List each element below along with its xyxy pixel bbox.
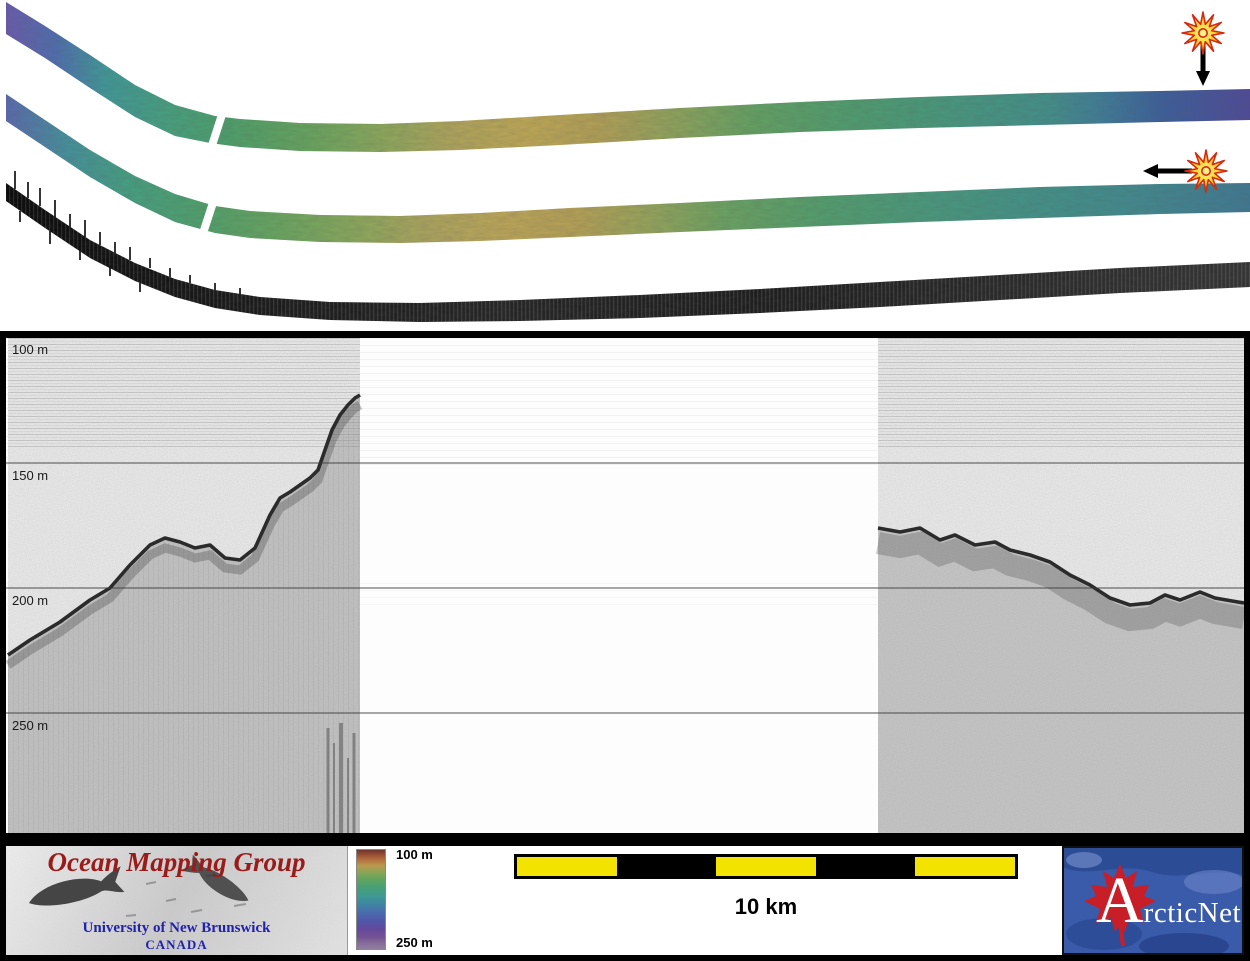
scale-bar-segment: [716, 857, 816, 876]
arcticnet-wordmark: ArcticNet: [1096, 868, 1241, 934]
whale-icon: [28, 866, 125, 906]
scale-bar-label: 10 km: [734, 894, 798, 919]
sidescan-edge-spikes: [14, 171, 241, 294]
sun-marker-down: [1181, 11, 1225, 86]
acoustic-smear: [326, 723, 356, 833]
down-arrow-icon: [1196, 45, 1210, 86]
subbottom-profile-panel: 100 m 150 m 200 m 250 m: [0, 331, 1250, 840]
whale-icon: [180, 854, 249, 902]
colorbar-top-label: 100 m: [396, 847, 433, 862]
seafloor-echo-left: [6, 401, 363, 669]
omg-country-label: CANADA: [145, 937, 208, 952]
swath-gap-1: [205, 105, 229, 155]
arcticnet-logo: ArcticNet: [1062, 846, 1244, 955]
left-arrow-icon: [1143, 164, 1192, 178]
arctic-map-shape: [1066, 852, 1102, 868]
seafloor-echo-right: [876, 531, 1244, 632]
depth-colorbar-group: 100 m 250 m: [354, 846, 464, 955]
seafloor-trace-right: [877, 526, 1244, 607]
scale-bar-segment: [815, 857, 916, 876]
omg-title: Ocean Mapping Group: [47, 847, 306, 877]
sun-marker-left: [1143, 149, 1228, 193]
profile-canvas: [6, 338, 1244, 833]
scale-bar-segment: [915, 857, 1015, 876]
arctic-map-shape: [1184, 870, 1242, 894]
scale-bar-segment: [517, 857, 617, 876]
swath-mosaic-panel: [0, 0, 1250, 331]
depth-label-150m: 150 m: [12, 468, 49, 483]
footer-inner: Ocean Mapping Group University of New Br…: [6, 846, 1244, 955]
arctic-map-shape: [1064, 848, 1242, 876]
profile-plot-area: [6, 338, 1244, 833]
arcticnet-logo-art: [1064, 848, 1242, 953]
seafloor-trace-left: [6, 393, 361, 657]
footer-bar: Ocean Mapping Group University of New Br…: [0, 840, 1250, 961]
arctic-map-shape: [1139, 933, 1229, 953]
swath-relief-texture: [6, 2, 1250, 243]
depth-gridlines: [6, 462, 1244, 714]
seafloor-subsurface-right: [878, 528, 1244, 833]
arcticnet-rest: rcticNet: [1143, 897, 1242, 929]
maple-leaf-icon: [1084, 864, 1156, 947]
omg-logo-art: [6, 846, 347, 955]
sun-burst-icon: [1181, 11, 1225, 55]
scale-bar-segment: [616, 857, 717, 876]
scale-bar: [514, 854, 1018, 879]
swath-mosaic-canvas: [6, 2, 1250, 322]
depth-label-200m: 200 m: [12, 593, 49, 608]
krill-marks: [125, 874, 247, 917]
depth-label-250m: 250 m: [12, 718, 49, 733]
depth-colorbar: [356, 849, 386, 950]
omg-university-label: University of New Brunswick: [82, 920, 271, 936]
depth-label-100m: 100 m: [12, 342, 49, 357]
echogram-right: [876, 338, 1244, 833]
omg-logo: Ocean Mapping Group University of New Br…: [6, 846, 348, 955]
echogram-left: [6, 338, 363, 833]
scale-bar-group: 10 km: [514, 854, 1026, 920]
colorbar-bottom-label: 250 m: [396, 935, 433, 950]
swath-gap-2: [195, 195, 219, 247]
arcticnet-initial: A: [1096, 864, 1144, 937]
